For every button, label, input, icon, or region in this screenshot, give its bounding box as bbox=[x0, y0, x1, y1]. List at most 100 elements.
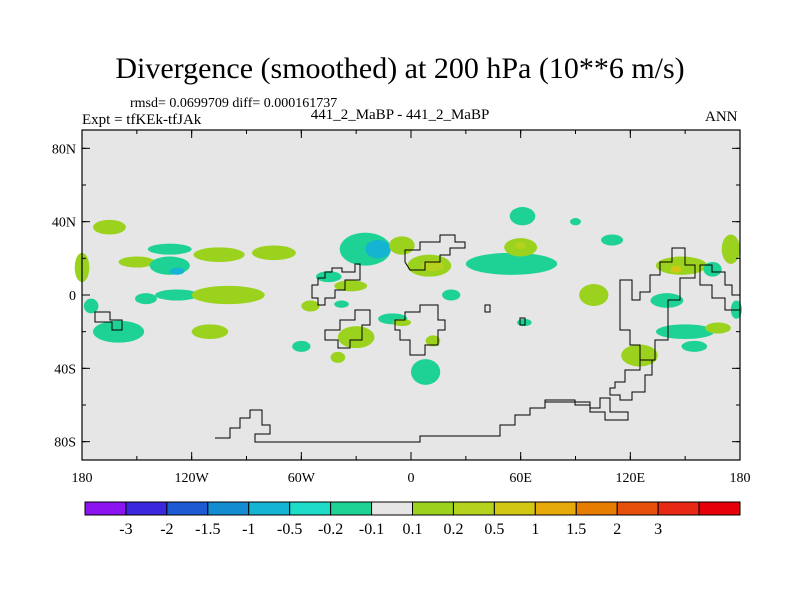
field-contour bbox=[135, 293, 157, 305]
cases-label: 441_2_MaBP - 441_2_MaBP bbox=[310, 107, 490, 123]
colorbar-swatch bbox=[330, 501, 373, 516]
lon-tick-label: 60E bbox=[509, 471, 532, 486]
field-contour bbox=[334, 300, 349, 308]
expt-label: Expt = tfKEk-tfJAk bbox=[82, 112, 202, 128]
field-contour bbox=[169, 267, 185, 275]
colorbar-label: -3 bbox=[119, 521, 132, 538]
stats-text: rmsd= 0.0699709 diff= 0.000161737 bbox=[130, 96, 338, 111]
colorbar-swatch bbox=[698, 501, 741, 516]
field-contour bbox=[365, 240, 391, 259]
lon-tick-label: 120E bbox=[616, 471, 646, 486]
field-contour bbox=[83, 298, 99, 314]
coast-australia bbox=[609, 359, 653, 401]
colorbar-swatch bbox=[248, 501, 291, 516]
field-contour bbox=[92, 320, 145, 343]
divergence-field bbox=[74, 130, 742, 460]
colorbar-swatch bbox=[412, 501, 454, 516]
colorbar-swatch bbox=[84, 501, 127, 516]
lon-tick-label: 180 bbox=[72, 471, 93, 486]
field-contour bbox=[621, 344, 658, 367]
colorbar-label: -0.1 bbox=[359, 521, 384, 538]
colorbar-label: -2 bbox=[160, 521, 173, 538]
colorbar-swatch bbox=[534, 501, 577, 516]
plot-title: Divergence (smoothed) at 200 hPa (10**6 … bbox=[115, 52, 685, 85]
field-contour bbox=[703, 262, 722, 277]
field-contour bbox=[570, 218, 581, 226]
coast-africa bbox=[394, 304, 446, 356]
colorbar-label: 0.2 bbox=[443, 521, 463, 538]
field-contour bbox=[301, 300, 320, 312]
colorbar-swatch bbox=[289, 501, 332, 516]
axis-ticks bbox=[81, 130, 741, 460]
field-contour bbox=[681, 340, 708, 352]
field-contour bbox=[601, 234, 624, 246]
field-contour bbox=[515, 241, 527, 250]
field-contour bbox=[442, 289, 461, 301]
colorbar-swatch bbox=[166, 501, 209, 516]
lon-tick-label: 60W bbox=[288, 471, 316, 486]
lon-tick-label: 120W bbox=[175, 471, 210, 486]
field-contour bbox=[191, 285, 265, 305]
lon-tick-label: 180 bbox=[730, 471, 751, 486]
field-contour bbox=[465, 252, 558, 275]
colorbar-label: -0.2 bbox=[318, 521, 343, 538]
field-contour bbox=[670, 265, 682, 274]
colorbar-swatch bbox=[575, 501, 618, 516]
field-contour bbox=[411, 359, 441, 385]
colorbar-label: 0.1 bbox=[403, 521, 423, 538]
lat-tick-label: 80S bbox=[54, 436, 76, 451]
colorbar-label: -1.5 bbox=[195, 521, 220, 538]
coast-north-america bbox=[311, 263, 361, 306]
colorbar-label: -1 bbox=[242, 521, 255, 538]
colorbar-swatch bbox=[616, 501, 659, 516]
coast-asia-east bbox=[619, 247, 696, 361]
field-contour bbox=[251, 245, 296, 261]
field-contour bbox=[655, 256, 708, 275]
field-contour bbox=[315, 271, 342, 283]
coast-misc-west bbox=[94, 311, 123, 331]
lat-tick-label: 0 bbox=[69, 289, 76, 304]
field-contour bbox=[292, 340, 311, 352]
lat-tick-label: 40N bbox=[52, 216, 76, 231]
colorbar-swatch bbox=[207, 501, 250, 516]
field-contour bbox=[421, 260, 444, 272]
field-contour bbox=[330, 351, 346, 363]
colorbar: -3 -2 -1.5 -1 -0.5 -0.2 -0.1 0.1 0.2 0.5 1 1.5 2 3 bbox=[84, 501, 741, 538]
field-contour bbox=[389, 236, 415, 255]
coast-small-2 bbox=[484, 304, 491, 313]
coastline bbox=[94, 234, 741, 443]
colorbar-swatch bbox=[657, 501, 700, 516]
colorbar-swatch bbox=[452, 501, 495, 516]
lat-tick-label: 80N bbox=[52, 142, 76, 157]
colorbar-label: 3 bbox=[654, 521, 662, 538]
field-contour bbox=[392, 318, 411, 327]
field-contour bbox=[509, 207, 536, 226]
colorbar-label: 2 bbox=[613, 521, 621, 538]
field-contour bbox=[425, 335, 441, 347]
coast-antarctica bbox=[215, 397, 629, 443]
coast-small-1 bbox=[519, 317, 526, 326]
field-contour bbox=[650, 293, 684, 308]
field-contour bbox=[92, 219, 126, 235]
lat-tick-label: 40S bbox=[54, 362, 76, 377]
field-contour bbox=[517, 318, 532, 327]
coast-south-america bbox=[324, 309, 371, 349]
colorbar-label: 1 bbox=[531, 521, 539, 538]
lon-tick-label: 0 bbox=[408, 471, 415, 486]
field-contour bbox=[655, 324, 715, 339]
colorbar-label: -0.5 bbox=[277, 521, 302, 538]
axis-labels: 80N 40N 0 40S 80S 180 120W 60W 0 60E 120E 180 bbox=[52, 142, 751, 486]
colorbar-swatch bbox=[493, 501, 536, 516]
field-contour bbox=[191, 324, 229, 339]
field-contour bbox=[147, 243, 192, 255]
field-contour bbox=[579, 284, 609, 306]
colorbar-label: 0.5 bbox=[484, 521, 504, 538]
field-contour bbox=[193, 247, 245, 262]
field-contour bbox=[337, 326, 375, 349]
colorbar-label: 1.5 bbox=[566, 521, 586, 538]
field-contour bbox=[118, 256, 156, 268]
colorbar-swatch bbox=[125, 501, 168, 516]
coast-eurasia bbox=[404, 234, 466, 271]
colorbar-swatch bbox=[371, 501, 413, 516]
